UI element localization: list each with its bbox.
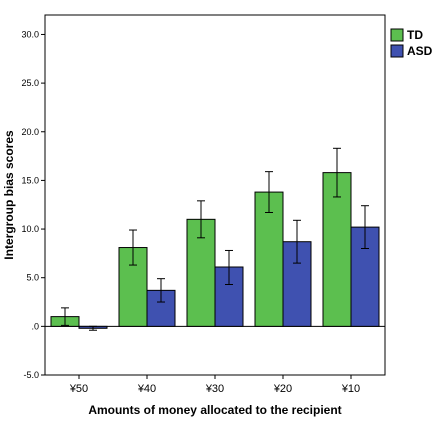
x-tick-label: ¥10 <box>341 383 360 395</box>
x-tick-label: ¥40 <box>137 383 156 395</box>
x-tick-label: ¥30 <box>205 383 224 395</box>
y-tick-label: 5.0 <box>26 273 39 283</box>
legend-label-td: TD <box>407 28 423 42</box>
y-tick-label: 30.0 <box>21 29 39 39</box>
y-tick-label: 20.0 <box>21 127 39 137</box>
legend-swatch-asd <box>390 44 404 58</box>
x-tick-label: ¥50 <box>69 383 88 395</box>
y-tick-label: 15.0 <box>21 175 39 185</box>
x-axis-title: Amounts of money allocated to the recipi… <box>88 403 341 417</box>
y-tick-label: 10.0 <box>21 224 39 234</box>
y-tick-label: 25.0 <box>21 78 39 88</box>
x-tick-label: ¥20 <box>273 383 292 395</box>
legend-label-asd: ASD <box>407 44 433 58</box>
y-axis-title: Intergroup bias scores <box>2 130 16 260</box>
y-tick-label: -5.0 <box>23 370 39 380</box>
y-tick-label: .0 <box>31 321 39 331</box>
bar-td-4 <box>254 191 284 327</box>
legend-swatch-td <box>390 28 404 42</box>
